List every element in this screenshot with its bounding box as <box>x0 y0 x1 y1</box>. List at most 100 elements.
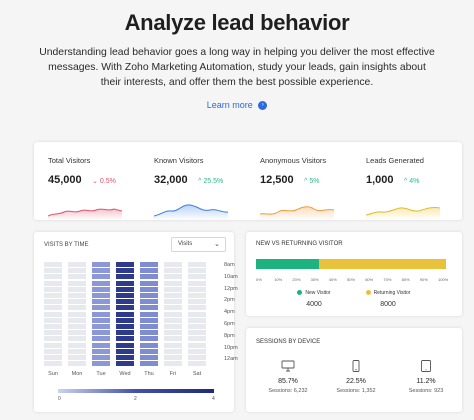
heatmap-cell[interactable] <box>140 355 158 360</box>
heatmap-cell[interactable] <box>116 299 134 305</box>
heatmap-cell[interactable] <box>140 317 158 323</box>
heatmap-cell[interactable] <box>140 336 158 342</box>
heatmap-cell[interactable] <box>92 361 110 367</box>
heatmap-cell[interactable] <box>116 330 134 336</box>
learn-more-link[interactable]: Learn more › <box>0 100 474 111</box>
heatmap-cell[interactable] <box>140 280 158 286</box>
heatmap-cell[interactable] <box>92 286 110 292</box>
heatmap-cell[interactable] <box>140 348 158 354</box>
heatmap-cell[interactable] <box>188 299 206 305</box>
heatmap-cell[interactable] <box>92 330 110 336</box>
heatmap-cell[interactable] <box>116 324 134 329</box>
heatmap-cell[interactable] <box>92 348 110 354</box>
heatmap-cell[interactable] <box>92 274 110 280</box>
heatmap-cell[interactable] <box>188 342 206 348</box>
heatmap-cell[interactable] <box>188 293 206 298</box>
heatmap-cell[interactable] <box>116 355 134 360</box>
heatmap-cell[interactable] <box>164 361 182 367</box>
heatmap-cell[interactable] <box>188 361 206 367</box>
heatmap-cell[interactable] <box>44 293 62 298</box>
heatmap-cell[interactable] <box>140 286 158 292</box>
heatmap-cell[interactable] <box>164 336 182 342</box>
heatmap-cell[interactable] <box>116 262 134 267</box>
heatmap-cell[interactable] <box>140 274 158 280</box>
heatmap-cell[interactable] <box>164 348 182 354</box>
heatmap-cell[interactable] <box>140 330 158 336</box>
heatmap-cell[interactable] <box>164 330 182 336</box>
heatmap-cell[interactable] <box>92 342 110 348</box>
heatmap-cell[interactable] <box>92 305 110 311</box>
heatmap-cell[interactable] <box>116 274 134 280</box>
heatmap-cell[interactable] <box>140 262 158 267</box>
heatmap-cell[interactable] <box>68 268 86 274</box>
heatmap-cell[interactable] <box>188 274 206 280</box>
heatmap-cell[interactable] <box>68 262 86 267</box>
heatmap-cell[interactable] <box>92 355 110 360</box>
heatmap-cell[interactable] <box>116 293 134 298</box>
returning-visitor-bar-segment[interactable] <box>319 259 446 269</box>
heatmap-cell[interactable] <box>188 355 206 360</box>
heatmap-cell[interactable] <box>44 299 62 305</box>
heatmap-cell[interactable] <box>188 286 206 292</box>
heatmap-cell[interactable] <box>164 280 182 286</box>
heatmap-cell[interactable] <box>44 305 62 311</box>
heatmap-cell[interactable] <box>92 293 110 298</box>
heatmap-cell[interactable] <box>92 336 110 342</box>
heatmap-cell[interactable] <box>164 342 182 348</box>
heatmap-cell[interactable] <box>92 268 110 274</box>
heatmap-cell[interactable] <box>68 286 86 292</box>
heatmap-cell[interactable] <box>140 268 158 274</box>
heatmap-cell[interactable] <box>44 336 62 342</box>
heatmap-cell[interactable] <box>44 348 62 354</box>
heatmap-cell[interactable] <box>44 324 62 329</box>
heatmap-cell[interactable] <box>68 355 86 360</box>
heatmap-cell[interactable] <box>44 280 62 286</box>
heatmap-cell[interactable] <box>68 317 86 323</box>
heatmap-cell[interactable] <box>92 262 110 267</box>
heatmap-cell[interactable] <box>116 311 134 317</box>
heatmap-cell[interactable] <box>68 305 86 311</box>
heatmap-cell[interactable] <box>116 268 134 274</box>
heatmap-cell[interactable] <box>68 311 86 317</box>
heatmap-cell[interactable] <box>164 293 182 298</box>
heatmap-cell[interactable] <box>164 286 182 292</box>
heatmap-cell[interactable] <box>188 280 206 286</box>
heatmap-cell[interactable] <box>44 311 62 317</box>
heatmap-cell[interactable] <box>92 324 110 329</box>
heatmap-cell[interactable] <box>44 361 62 367</box>
heatmap-cell[interactable] <box>140 305 158 311</box>
heatmap-cell[interactable] <box>188 262 206 267</box>
heatmap-cell[interactable] <box>68 299 86 305</box>
visits-metric-select[interactable]: Visits ⌄ <box>171 237 226 252</box>
heatmap-cell[interactable] <box>188 324 206 329</box>
heatmap-cell[interactable] <box>116 342 134 348</box>
heatmap-cell[interactable] <box>164 317 182 323</box>
heatmap-cell[interactable] <box>68 293 86 298</box>
heatmap-cell[interactable] <box>140 293 158 298</box>
heatmap-cell[interactable] <box>164 355 182 360</box>
heatmap-cell[interactable] <box>44 317 62 323</box>
heatmap-cell[interactable] <box>164 311 182 317</box>
heatmap-cell[interactable] <box>68 274 86 280</box>
heatmap-cell[interactable] <box>44 286 62 292</box>
heatmap-cell[interactable] <box>188 336 206 342</box>
heatmap-cell[interactable] <box>164 299 182 305</box>
heatmap-cell[interactable] <box>164 274 182 280</box>
heatmap-cell[interactable] <box>188 317 206 323</box>
heatmap-cell[interactable] <box>68 342 86 348</box>
heatmap-cell[interactable] <box>68 330 86 336</box>
heatmap-cell[interactable] <box>44 268 62 274</box>
heatmap-cell[interactable] <box>92 311 110 317</box>
heatmap-cell[interactable] <box>68 324 86 329</box>
heatmap-cell[interactable] <box>188 348 206 354</box>
heatmap-cell[interactable] <box>140 361 158 367</box>
heatmap-cell[interactable] <box>116 317 134 323</box>
heatmap-cell[interactable] <box>116 336 134 342</box>
heatmap-cell[interactable] <box>188 268 206 274</box>
heatmap-cell[interactable] <box>116 348 134 354</box>
heatmap-cell[interactable] <box>44 342 62 348</box>
heatmap-cell[interactable] <box>68 361 86 367</box>
heatmap-cell[interactable] <box>140 299 158 305</box>
heatmap-cell[interactable] <box>140 324 158 329</box>
heatmap-cell[interactable] <box>68 280 86 286</box>
